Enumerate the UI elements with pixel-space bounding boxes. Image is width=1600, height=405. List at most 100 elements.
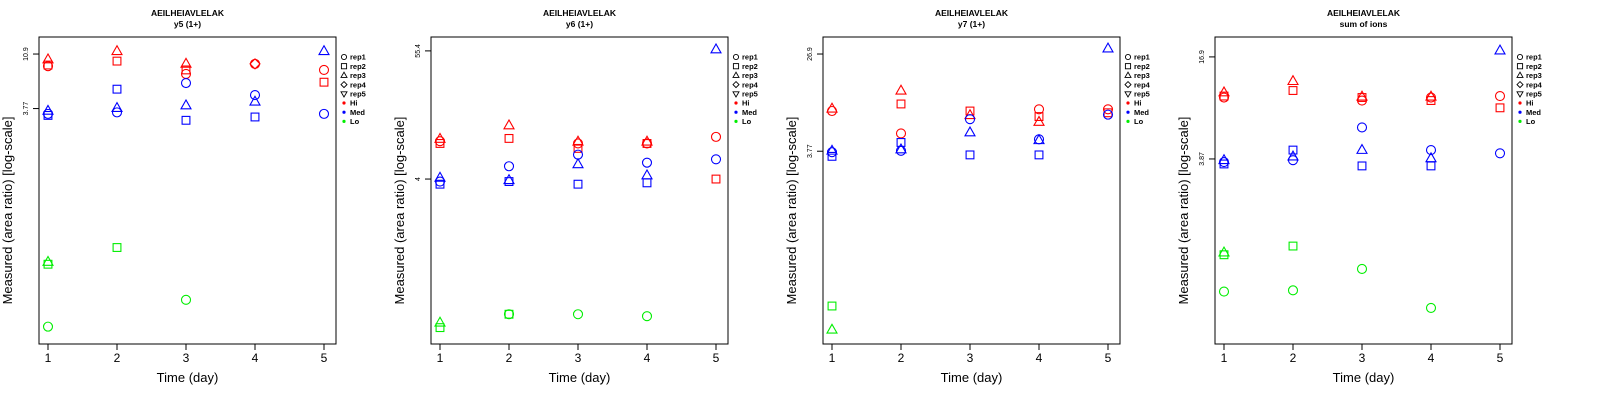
data-point (895, 142, 907, 154)
data-point (1034, 112, 1044, 121)
data-point (641, 157, 653, 168)
y-axis-label: Measured (area ratio) [log-scale] (1176, 117, 1191, 305)
data-point (1425, 151, 1437, 163)
data-point (180, 294, 192, 305)
legend-item-hi: Hi (1518, 99, 1534, 108)
x-tick-label: 1 (829, 351, 836, 365)
data-point (180, 98, 192, 110)
data-point (249, 90, 261, 101)
data-point (1426, 161, 1436, 171)
data-point (434, 316, 446, 327)
legend-label: rep3 (742, 71, 758, 80)
data-point (43, 60, 53, 70)
legend-triangle-down-icon (1124, 91, 1132, 98)
legend-diamond-icon (732, 80, 740, 89)
data-point (1218, 157, 1230, 168)
y-tick-label: 55.4 (415, 44, 422, 58)
data-point (42, 61, 54, 72)
data-point (503, 173, 515, 185)
plot-frame (1214, 36, 1513, 345)
legend-label: rep5 (1134, 90, 1150, 99)
data-point (896, 99, 906, 109)
data-point (43, 110, 53, 120)
x-axis-label: Time (day) (157, 370, 219, 385)
data-point (250, 112, 260, 122)
legend-item-rep1: rep1 (1516, 53, 1542, 62)
legend-item-med: Med (1126, 108, 1149, 117)
data-point (572, 149, 584, 160)
legend-item-lo: Lo (734, 117, 752, 126)
data-point (111, 107, 123, 118)
legend-item-rep1: rep1 (1124, 53, 1150, 62)
x-tick-label: 5 (321, 351, 328, 365)
data-point (503, 309, 515, 320)
data-point (181, 115, 191, 125)
legend-label: Med (742, 108, 757, 117)
y-axis-label: Measured (area ratio) [log-scale] (0, 117, 15, 305)
data-point (1288, 241, 1298, 251)
data-point (827, 301, 837, 311)
legend-label: rep1 (742, 53, 758, 62)
x-tick-label: 2 (898, 351, 905, 365)
legend-triangle-down-icon (340, 91, 348, 98)
data-point (710, 154, 722, 165)
data-point (641, 168, 653, 180)
legend-item-lo: Lo (1126, 117, 1144, 126)
x-tick-label: 1 (437, 351, 444, 365)
data-point (111, 101, 123, 113)
chart-subtitle: sum of ions (1340, 19, 1388, 29)
legend-item-med: Med (734, 108, 757, 117)
x-tick-label: 2 (506, 351, 513, 365)
data-point (1218, 85, 1230, 97)
legend-label: rep3 (1134, 71, 1150, 80)
legend-label: Med (350, 108, 365, 117)
y-tick-label: 26.9 (807, 47, 814, 61)
chart-title: AEILHEIAVLELAK (1327, 8, 1401, 18)
data-point (827, 151, 837, 161)
legend-label: rep5 (350, 90, 366, 99)
data-point (318, 44, 330, 56)
data-point (1356, 122, 1368, 133)
plot-frame (822, 36, 1121, 345)
legend-dot-icon (1126, 119, 1130, 123)
legend-square-icon (1516, 63, 1524, 70)
legend-circle-icon (340, 53, 348, 61)
legend-label: Lo (1526, 117, 1536, 126)
data-point (1425, 92, 1437, 103)
legend-label: rep2 (742, 62, 758, 71)
legend-item-med: Med (342, 108, 365, 117)
data-point (710, 42, 722, 54)
legend-triangle-down-icon (1516, 91, 1524, 98)
legend-item-hi: Hi (342, 99, 358, 108)
x-tick-label: 2 (1290, 351, 1297, 365)
data-point (249, 58, 261, 70)
legend-triangle-icon (1516, 71, 1524, 78)
data-point (1288, 145, 1298, 155)
x-tick-label: 4 (1036, 351, 1043, 365)
legend-dot-icon (734, 101, 738, 105)
legend-square-icon (1124, 63, 1132, 70)
legend-label: rep3 (1526, 71, 1542, 80)
legend-dot-icon (342, 110, 346, 114)
data-point (1102, 104, 1114, 115)
legend-label: Med (1526, 108, 1541, 117)
data-point (1102, 109, 1114, 120)
legend-item-rep1: rep1 (732, 53, 758, 62)
data-point (826, 102, 838, 113)
legend-item-rep3: rep3 (732, 71, 758, 80)
data-point (318, 108, 330, 119)
data-point (181, 65, 191, 75)
data-point (112, 84, 122, 94)
data-point (641, 138, 653, 149)
legend-triangle-icon (1124, 71, 1132, 78)
legend-label: rep2 (1526, 62, 1542, 71)
data-point (572, 309, 584, 320)
data-point (504, 309, 514, 319)
data-point (249, 58, 261, 69)
